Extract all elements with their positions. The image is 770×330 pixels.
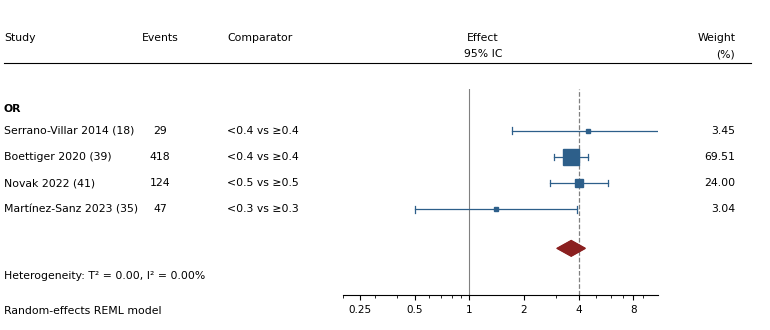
Text: Weight: Weight bbox=[698, 33, 735, 43]
Text: <0.4 vs ≥0.4: <0.4 vs ≥0.4 bbox=[227, 152, 299, 162]
Text: 29: 29 bbox=[153, 126, 167, 136]
Text: 47: 47 bbox=[153, 204, 167, 214]
Text: 4.50 [  1.72,  11.80]: 4.50 [ 1.72, 11.80] bbox=[414, 126, 551, 136]
Text: Study: Study bbox=[4, 33, 35, 43]
Text: (%): (%) bbox=[717, 50, 735, 59]
Text: 3.45: 3.45 bbox=[711, 126, 735, 136]
Text: 3.63 [  2.93,   4.50]: 3.63 [ 2.93, 4.50] bbox=[414, 152, 551, 162]
Text: 3.04: 3.04 bbox=[711, 204, 735, 214]
Text: 24.00: 24.00 bbox=[705, 178, 735, 188]
Text: Effect: Effect bbox=[467, 33, 499, 43]
Text: 124: 124 bbox=[150, 178, 170, 188]
Text: 4.01 [  2.78,   5.78]: 4.01 [ 2.78, 5.78] bbox=[414, 178, 551, 188]
Text: 95% IC: 95% IC bbox=[464, 50, 502, 59]
Polygon shape bbox=[557, 241, 585, 256]
Text: Comparator: Comparator bbox=[227, 33, 293, 43]
Text: 3.64 [  3.04,   4.35]: 3.64 [ 3.04, 4.35] bbox=[414, 243, 551, 253]
Text: OR: OR bbox=[4, 104, 22, 114]
Text: Martínez-Sanz 2023 (35): Martínez-Sanz 2023 (35) bbox=[4, 204, 138, 214]
Text: Random-effects REML model: Random-effects REML model bbox=[4, 306, 162, 316]
Text: Serrano-Villar 2014 (18): Serrano-Villar 2014 (18) bbox=[4, 126, 134, 136]
Text: 418: 418 bbox=[150, 152, 170, 162]
Text: <0.5 vs ≥0.5: <0.5 vs ≥0.5 bbox=[227, 178, 299, 188]
Text: Boettiger 2020 (39): Boettiger 2020 (39) bbox=[4, 152, 112, 162]
Text: 1.40 [  0.50,   3.91]: 1.40 [ 0.50, 3.91] bbox=[414, 204, 551, 214]
Text: Events: Events bbox=[142, 33, 179, 43]
Text: <0.4 vs ≥0.4: <0.4 vs ≥0.4 bbox=[227, 126, 299, 136]
Text: 69.51: 69.51 bbox=[705, 152, 735, 162]
Text: Heterogeneity: T² = 0.00, I² = 0.00%: Heterogeneity: T² = 0.00, I² = 0.00% bbox=[4, 271, 205, 281]
Text: Novak 2022 (41): Novak 2022 (41) bbox=[4, 178, 95, 188]
Text: <0.3 vs ≥0.3: <0.3 vs ≥0.3 bbox=[227, 204, 299, 214]
